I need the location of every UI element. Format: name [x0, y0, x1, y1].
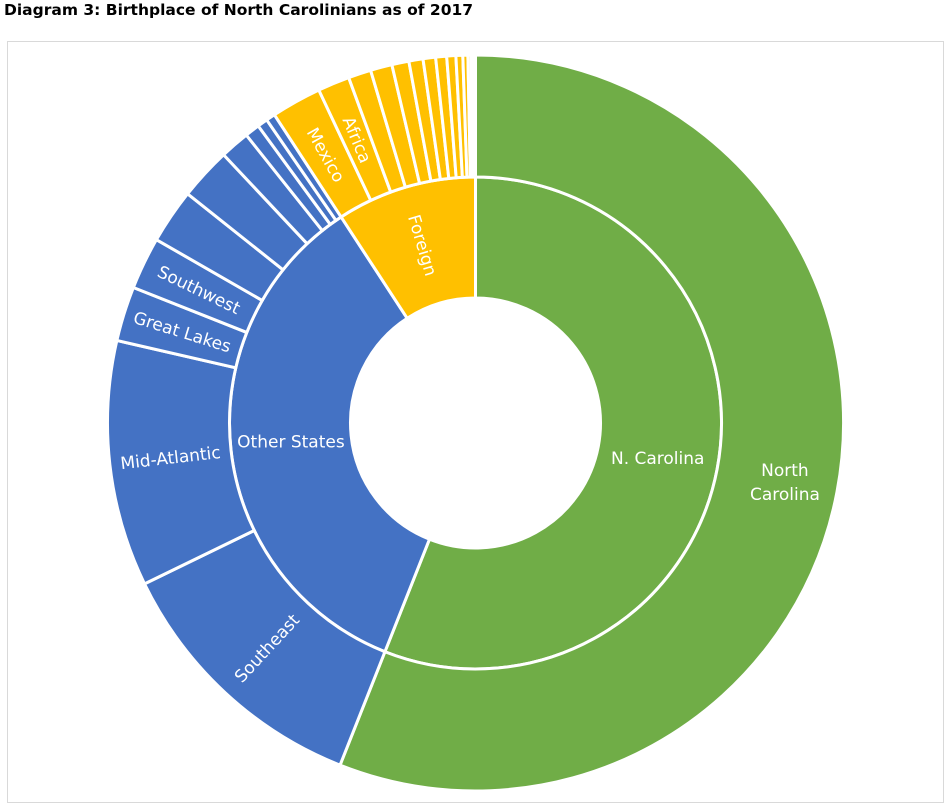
- chart-area: N. Carolina Other States Foreign North Carol…: [7, 41, 944, 803]
- outer-segment-north-carolina: [338, 53, 845, 793]
- outer-ring: [106, 53, 845, 793]
- outer-segment-unlabeled-25: [473, 53, 477, 179]
- inner-ring: [228, 175, 723, 671]
- inner-label-n-carolina: N. Carolina: [611, 449, 704, 469]
- chart-title: Diagram 3: Birthplace of North Carolinia…: [4, 1, 474, 19]
- inner-label-other-states: Other States: [237, 433, 345, 453]
- outer-label-north-carolina: North Carolina: [750, 461, 820, 505]
